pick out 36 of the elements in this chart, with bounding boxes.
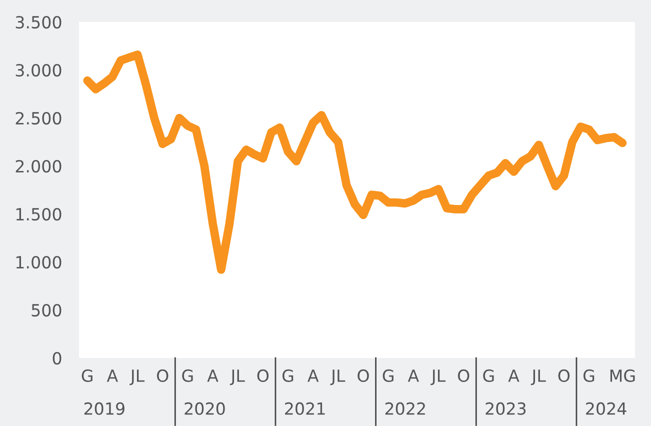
- text: 2019: [84, 402, 124, 415]
- x-tick-label: JL: [230, 370, 245, 386]
- x-tick-label: O: [358, 369, 369, 382]
- text: 2020: [184, 402, 225, 415]
- text: 2023: [486, 402, 526, 415]
- y-tick-label: 1.500: [16, 208, 62, 221]
- x-tick-label: O: [458, 369, 470, 382]
- x-tick-label: G: [382, 369, 394, 382]
- y-tick-label: 3.000: [16, 64, 62, 77]
- text: 2021: [285, 402, 325, 415]
- x-tick-label: O: [257, 369, 269, 382]
- x-tick-label: O: [156, 369, 168, 382]
- x-tick-label: A: [106, 370, 118, 382]
- y-tick-label: 500: [32, 304, 62, 317]
- y-tick-label: 3.500: [16, 16, 62, 29]
- x-tick-label: JL: [530, 370, 546, 386]
- x-tick-label: G: [483, 369, 494, 382]
- x-tick-label: A: [308, 370, 319, 382]
- x-tick-label: A: [508, 370, 520, 382]
- text: 2024: [586, 402, 626, 415]
- x-tick-label: JL: [130, 370, 145, 386]
- x-tick-label: G: [583, 369, 594, 382]
- y-tick-label: 2.500: [16, 112, 62, 125]
- text: 2022: [385, 402, 425, 415]
- x-tick-label: G: [282, 369, 294, 382]
- x-tick-label: JL: [430, 370, 446, 386]
- y-tick-label: 2.000: [16, 160, 62, 173]
- y-tick-label: 0: [52, 352, 62, 365]
- x-tick-label: MG: [610, 369, 635, 382]
- x-tick-label: A: [408, 370, 419, 382]
- x-tick-label: JL: [330, 370, 346, 386]
- x-tick-label: G: [82, 369, 92, 382]
- y-tick-label: 1.000: [16, 256, 62, 269]
- x-tick-label: A: [207, 370, 218, 382]
- x-tick-label: G: [182, 369, 193, 382]
- x-tick-label: O: [558, 369, 570, 382]
